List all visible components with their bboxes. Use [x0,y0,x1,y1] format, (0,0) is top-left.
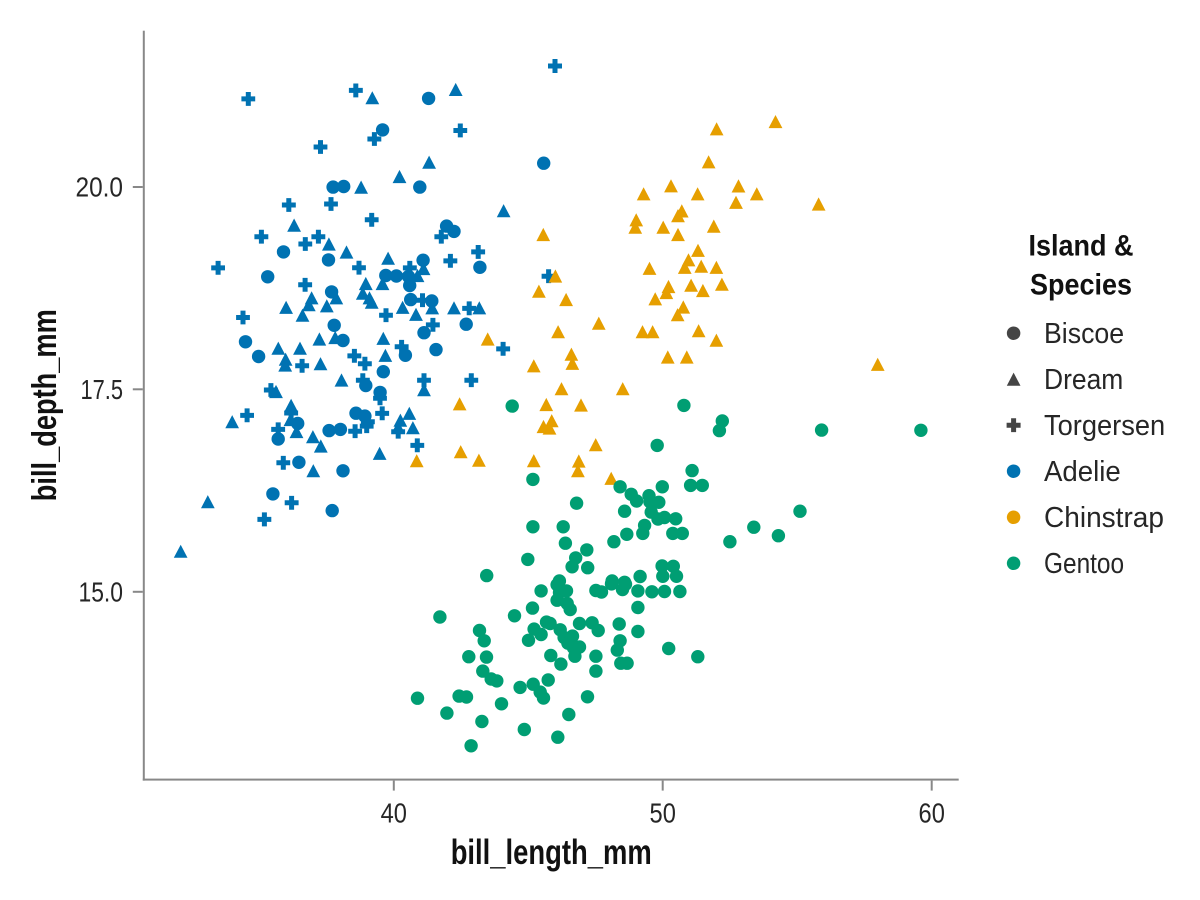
svg-text:Dream: Dream [1044,364,1123,396]
svg-text:Species: Species [1030,268,1132,301]
svg-text:Torgersen: Torgersen [1044,410,1165,442]
svg-text:15.0: 15.0 [79,576,124,607]
svg-text:40: 40 [381,798,407,829]
svg-text:60: 60 [919,798,945,829]
svg-text:50: 50 [650,798,676,829]
svg-text:bill_length_mm: bill_length_mm [451,833,652,872]
svg-text:bill_depth_mm: bill_depth_mm [26,309,64,501]
svg-text:Adelie: Adelie [1044,456,1121,488]
svg-text:Biscoe: Biscoe [1044,318,1124,350]
svg-text:Chinstrap: Chinstrap [1044,502,1164,534]
svg-text:20.0: 20.0 [76,172,124,203]
svg-text:Gentoo: Gentoo [1044,548,1124,580]
svg-text:17.5: 17.5 [81,374,124,405]
svg-text:Island &: Island & [1029,230,1134,263]
